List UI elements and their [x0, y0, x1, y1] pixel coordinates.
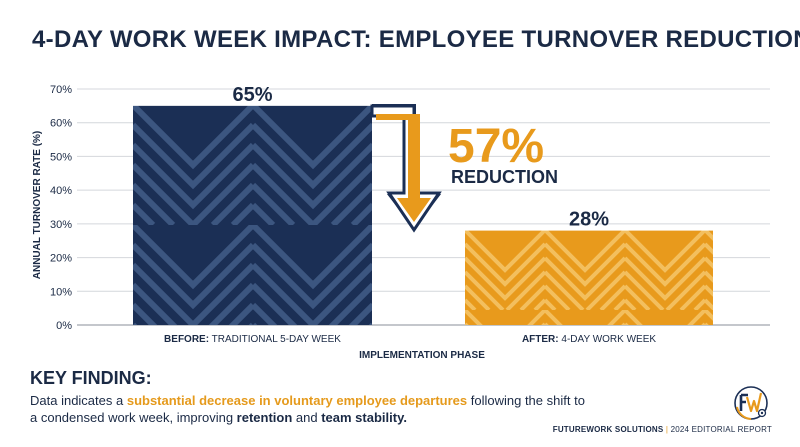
- y-tick-label: 50%: [50, 151, 72, 163]
- key-finding: KEY FINDING: Data indicates a substantia…: [30, 368, 590, 426]
- key-text-3: and: [292, 410, 322, 425]
- value-label: 28%: [569, 209, 609, 231]
- key-text-2: following the shift to a condensed work …: [30, 393, 585, 425]
- y-axis-label: ANNUAL TURNOVER RATE (%): [32, 131, 43, 280]
- y-tick-label: 0%: [56, 320, 72, 332]
- x-tick-labels: BEFORE: TRADITIONAL 5-DAY WEEK AFTER: 4-D…: [164, 334, 656, 345]
- y-tick-label: 10%: [50, 286, 72, 298]
- footer-org: FUTUREWORK SOLUTIONS: [552, 425, 664, 434]
- key-text-1: Data indicates a: [30, 393, 127, 408]
- value-label: 65%: [232, 84, 272, 106]
- footer-report: 2024 EDITORIAL REPORT: [670, 425, 772, 434]
- value-labels: 65% 28%: [232, 84, 609, 231]
- key-highlight: substantial decrease in voluntary employ…: [126, 393, 468, 408]
- reduction-percent: 57%: [448, 120, 544, 173]
- bar-before: [133, 105, 372, 325]
- x-tick-label: AFTER: 4-DAY WORK WEEK: [522, 334, 656, 345]
- footer-separator: |: [665, 425, 669, 434]
- y-tick-label: 70%: [50, 84, 72, 96]
- y-tick-label: 20%: [50, 253, 72, 265]
- chart-title: 4-DAY WORK WEEK IMPACT: EMPLOYEE TURNOVE…: [32, 26, 800, 53]
- y-tick-label: 30%: [50, 219, 72, 231]
- y-tick-labels: 0% 10% 20% 30% 40% 50% 60% 70%: [50, 84, 72, 332]
- key-finding-text: Data indicates a substantial decrease in…: [30, 392, 590, 426]
- bar-chart: 0% 10% 20% 30% 40% 50% 60% 70% ANNUAL TURNOVER …: [32, 84, 770, 361]
- fw-logo-icon: [734, 386, 768, 420]
- reduction-arrow: [370, 104, 442, 233]
- footer: FUTUREWORK SOLUTIONS | 2024 EDITORIAL RE…: [553, 425, 772, 434]
- key-bold-stability: team stability.: [321, 410, 407, 425]
- y-tick-label: 40%: [50, 185, 72, 197]
- key-finding-heading: KEY FINDING:: [30, 368, 152, 388]
- bar-after: [465, 230, 713, 325]
- key-bold-retention: retention: [236, 410, 293, 425]
- x-tick-label: BEFORE: TRADITIONAL 5-DAY WEEK: [164, 334, 341, 345]
- reduction-label: REDUCTION: [451, 167, 558, 187]
- x-axis-label: IMPLEMENTATION PHASE: [359, 350, 485, 361]
- y-tick-label: 60%: [50, 118, 72, 130]
- bars: [133, 105, 713, 325]
